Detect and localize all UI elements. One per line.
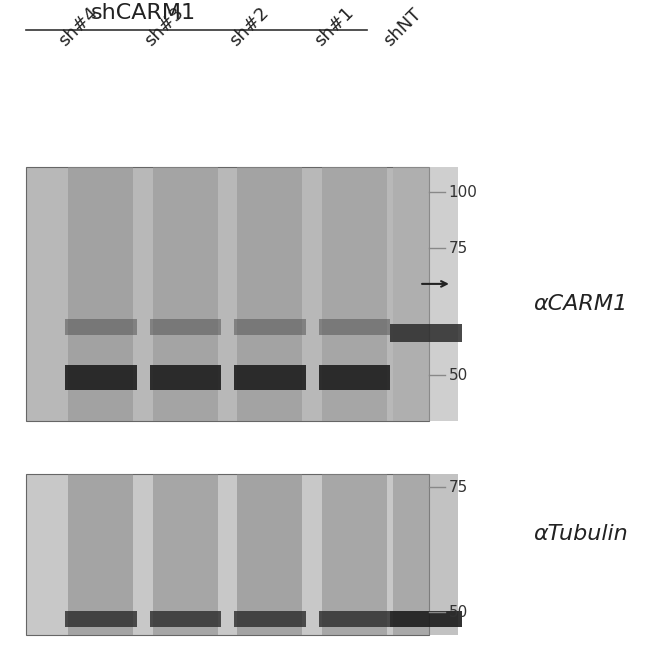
FancyBboxPatch shape bbox=[26, 474, 429, 635]
FancyBboxPatch shape bbox=[237, 167, 302, 421]
Text: 100: 100 bbox=[448, 185, 477, 200]
FancyBboxPatch shape bbox=[234, 365, 306, 390]
Text: sh#3: sh#3 bbox=[141, 4, 188, 50]
FancyBboxPatch shape bbox=[65, 611, 136, 627]
FancyBboxPatch shape bbox=[390, 611, 462, 627]
FancyBboxPatch shape bbox=[322, 167, 387, 421]
FancyBboxPatch shape bbox=[65, 365, 136, 390]
Text: 75: 75 bbox=[448, 240, 468, 256]
FancyBboxPatch shape bbox=[393, 167, 458, 421]
Text: αCARM1: αCARM1 bbox=[533, 294, 627, 314]
FancyBboxPatch shape bbox=[65, 319, 136, 335]
FancyBboxPatch shape bbox=[393, 474, 458, 635]
FancyBboxPatch shape bbox=[318, 365, 390, 390]
FancyBboxPatch shape bbox=[390, 325, 462, 342]
FancyBboxPatch shape bbox=[150, 319, 221, 335]
Text: sh#4: sh#4 bbox=[55, 4, 102, 50]
Text: 50: 50 bbox=[448, 367, 468, 383]
Text: αTubulin: αTubulin bbox=[533, 524, 628, 544]
Text: 50: 50 bbox=[448, 605, 468, 620]
FancyBboxPatch shape bbox=[68, 474, 133, 635]
FancyBboxPatch shape bbox=[68, 167, 133, 421]
FancyBboxPatch shape bbox=[150, 365, 221, 390]
FancyBboxPatch shape bbox=[322, 474, 387, 635]
FancyBboxPatch shape bbox=[150, 611, 221, 627]
Text: 75: 75 bbox=[448, 480, 468, 494]
Text: sh#2: sh#2 bbox=[226, 4, 273, 50]
Text: sh#1: sh#1 bbox=[311, 4, 357, 50]
FancyBboxPatch shape bbox=[234, 611, 306, 627]
Text: shNT: shNT bbox=[380, 5, 425, 50]
FancyBboxPatch shape bbox=[234, 319, 306, 335]
FancyBboxPatch shape bbox=[237, 474, 302, 635]
FancyBboxPatch shape bbox=[318, 611, 390, 627]
FancyBboxPatch shape bbox=[26, 167, 429, 421]
FancyBboxPatch shape bbox=[153, 167, 218, 421]
FancyBboxPatch shape bbox=[153, 474, 218, 635]
Text: shCARM1: shCARM1 bbox=[90, 3, 196, 23]
FancyBboxPatch shape bbox=[318, 319, 390, 335]
